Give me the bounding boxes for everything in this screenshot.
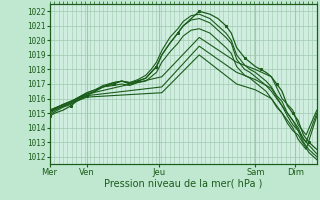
X-axis label: Pression niveau de la mer( hPa ): Pression niveau de la mer( hPa )	[104, 179, 262, 189]
